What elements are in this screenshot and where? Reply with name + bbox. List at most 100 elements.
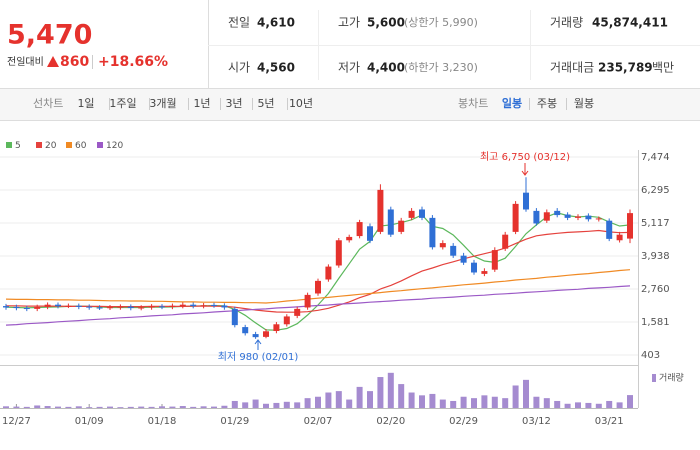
- volume-bar: [439, 399, 446, 408]
- legend-label: 20: [45, 141, 57, 151]
- candle-body: [543, 212, 550, 221]
- volume-bar: [86, 407, 93, 408]
- x-tick-label: 01/29: [220, 416, 249, 427]
- volume-bar: [367, 391, 373, 408]
- candle-body: [575, 216, 581, 218]
- x-tick-label: 12/27: [2, 416, 31, 427]
- volume-bar: [231, 400, 238, 408]
- period-tab[interactable]: 5년: [257, 97, 274, 110]
- volume-bar: [419, 395, 425, 408]
- volume-bar: [179, 406, 186, 408]
- candle-body: [564, 214, 571, 218]
- volume-bar: [595, 403, 602, 408]
- legend-swatch: [66, 142, 72, 148]
- candle-body: [44, 304, 51, 307]
- candle-body: [377, 189, 384, 232]
- candle-body: [481, 271, 488, 274]
- candle-body: [75, 305, 82, 307]
- candle-body: [221, 305, 228, 308]
- candle-body: [242, 327, 249, 334]
- volume-bar: [408, 392, 415, 408]
- candle-body: [429, 217, 436, 248]
- volume-bar: [138, 406, 145, 408]
- candle-body: [96, 307, 103, 309]
- candle-body: [325, 266, 332, 280]
- period-tab[interactable]: 1주일: [109, 96, 136, 110]
- x-tick-label: 01/18: [148, 416, 177, 427]
- chart: 403 1,581 2,760 3,938 5,117 6,295 7,474 5 20 60 12…: [0, 141, 684, 427]
- annotation-arrow: [521, 163, 529, 176]
- candle-body: [148, 306, 155, 308]
- legend-swatch: [652, 374, 656, 382]
- period-tab[interactable]: 3년: [225, 97, 242, 110]
- candle-body: [55, 304, 61, 307]
- volume-bar: [242, 402, 249, 408]
- volume-bar: [107, 406, 113, 408]
- candle-body: [3, 306, 9, 308]
- candle-body: [439, 243, 446, 248]
- y-tick-label: 6,295: [641, 185, 670, 196]
- candle-body: [408, 210, 415, 218]
- volume-bar: [65, 406, 72, 408]
- x-tick-label: 01/09: [75, 416, 104, 427]
- stat-label: 저가: [338, 61, 360, 75]
- stat-value: 45,874,411: [592, 16, 668, 30]
- candle-body: [107, 307, 113, 309]
- stat-unit: 백만: [652, 61, 674, 75]
- period-tab[interactable]: 1일: [77, 96, 94, 110]
- volume-bar: [356, 386, 363, 408]
- volume-bar: [221, 405, 228, 408]
- stat-note: (하한가 3,230): [404, 60, 478, 74]
- stat-value: 5,600: [367, 16, 405, 30]
- volume-bar: [377, 377, 384, 408]
- candle-body: [554, 210, 561, 216]
- candle-tab[interactable]: 월봉: [574, 97, 594, 110]
- stat-value: 4,400: [367, 61, 405, 75]
- volume-bar: [429, 393, 436, 408]
- candle-tab[interactable]: 주봉: [537, 97, 557, 110]
- volume-bar: [585, 402, 592, 408]
- volume-bar: [96, 406, 103, 408]
- stat-label: 시가: [228, 61, 250, 75]
- period-tab[interactable]: 10년: [289, 97, 313, 110]
- legend-label: 5: [15, 141, 21, 151]
- volume-bar: [211, 406, 217, 408]
- volume-bar: [44, 406, 51, 408]
- y-tick-label: 5,117: [641, 218, 670, 229]
- candle-body: [356, 222, 363, 237]
- annotation: 최저 980 (02/01): [218, 351, 299, 363]
- candle-body: [138, 307, 145, 309]
- y-tick-label: 1,581: [641, 317, 670, 328]
- volume-bar: [543, 398, 550, 408]
- volume-bar: [471, 398, 477, 408]
- candle-body: [367, 226, 373, 241]
- volume-bar: [533, 396, 540, 408]
- x-tick-label: 03/21: [595, 416, 624, 427]
- volume-bar: [575, 402, 581, 408]
- moving-average: [5, 285, 631, 326]
- candle-body: [346, 236, 353, 241]
- change: 860: [60, 54, 89, 70]
- volume-bar: [200, 406, 207, 408]
- volume-bar: [523, 379, 529, 408]
- candle-tab[interactable]: 일봉: [502, 96, 522, 110]
- candle-body: [200, 305, 207, 307]
- period-tab[interactable]: 1년: [193, 97, 210, 110]
- volume-bar: [606, 400, 613, 408]
- candle-body: [595, 218, 602, 220]
- volume-bar: [502, 398, 509, 408]
- candle-body: [34, 306, 41, 309]
- volume-bar: [127, 406, 134, 408]
- candle-body: [533, 210, 540, 224]
- legend-label: 거래량: [659, 372, 684, 384]
- candle-body: [460, 255, 467, 263]
- annotation-arrow: [254, 339, 262, 350]
- legend-label: 60: [75, 141, 87, 151]
- candle-body: [450, 245, 457, 256]
- stat-label: 거래대금: [550, 61, 594, 75]
- legend-swatch: [97, 142, 103, 148]
- y-tick-label: 403: [641, 350, 660, 361]
- period-tab[interactable]: 3개월: [149, 97, 176, 110]
- candle-body: [179, 304, 186, 307]
